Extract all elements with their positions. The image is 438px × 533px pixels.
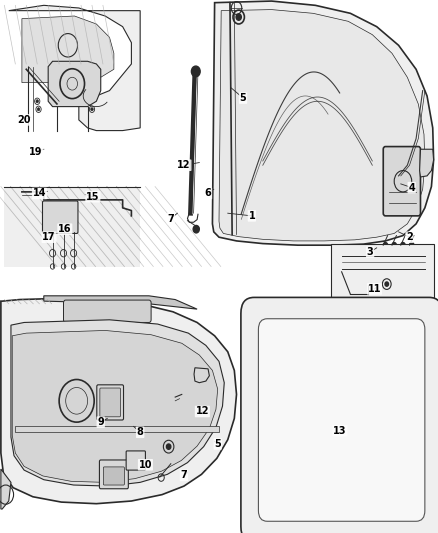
Polygon shape: [22, 16, 114, 83]
Text: 16: 16: [58, 224, 71, 234]
Circle shape: [410, 243, 414, 248]
Polygon shape: [194, 368, 209, 383]
Text: 11: 11: [368, 284, 381, 294]
Circle shape: [385, 282, 389, 286]
Polygon shape: [48, 61, 101, 107]
Text: 13: 13: [333, 426, 346, 435]
Text: 2: 2: [406, 232, 413, 242]
Text: 12: 12: [177, 160, 191, 170]
Circle shape: [166, 444, 171, 449]
Circle shape: [392, 243, 396, 248]
Circle shape: [91, 108, 93, 111]
Text: 20: 20: [18, 115, 31, 125]
Text: 9: 9: [97, 417, 104, 427]
FancyBboxPatch shape: [100, 388, 120, 417]
FancyBboxPatch shape: [103, 467, 124, 485]
FancyBboxPatch shape: [383, 147, 420, 216]
Text: 7: 7: [180, 471, 187, 480]
Text: 8: 8: [137, 427, 144, 437]
Circle shape: [383, 243, 388, 248]
Text: 12: 12: [196, 407, 209, 416]
Circle shape: [191, 66, 200, 77]
Text: 7: 7: [167, 214, 174, 223]
Text: 3: 3: [367, 247, 374, 257]
Circle shape: [36, 100, 39, 103]
Circle shape: [193, 225, 199, 233]
Polygon shape: [212, 1, 434, 245]
Polygon shape: [12, 330, 218, 482]
FancyBboxPatch shape: [97, 385, 124, 420]
Polygon shape: [9, 5, 140, 131]
Polygon shape: [44, 296, 197, 309]
Circle shape: [401, 243, 405, 248]
FancyBboxPatch shape: [99, 460, 128, 489]
Bar: [4, 187, 140, 266]
Text: 17: 17: [42, 232, 56, 242]
Text: 10: 10: [139, 460, 152, 470]
Polygon shape: [15, 426, 219, 432]
Text: 5: 5: [214, 439, 221, 449]
Text: 4: 4: [408, 183, 415, 192]
Text: 14: 14: [33, 189, 46, 198]
Polygon shape: [11, 320, 224, 486]
FancyBboxPatch shape: [126, 451, 145, 470]
Text: 19: 19: [29, 147, 42, 157]
Text: 5: 5: [240, 93, 247, 103]
Circle shape: [37, 108, 40, 111]
FancyBboxPatch shape: [42, 201, 78, 233]
FancyBboxPatch shape: [331, 244, 434, 302]
Polygon shape: [420, 149, 434, 177]
Polygon shape: [1, 298, 237, 504]
Text: 6: 6: [205, 189, 212, 198]
Circle shape: [236, 14, 241, 20]
Text: 1: 1: [248, 211, 255, 221]
Polygon shape: [1, 469, 11, 509]
Polygon shape: [219, 10, 425, 241]
FancyBboxPatch shape: [241, 297, 438, 533]
FancyBboxPatch shape: [258, 319, 425, 521]
FancyBboxPatch shape: [64, 300, 151, 322]
Text: 15: 15: [86, 192, 99, 201]
